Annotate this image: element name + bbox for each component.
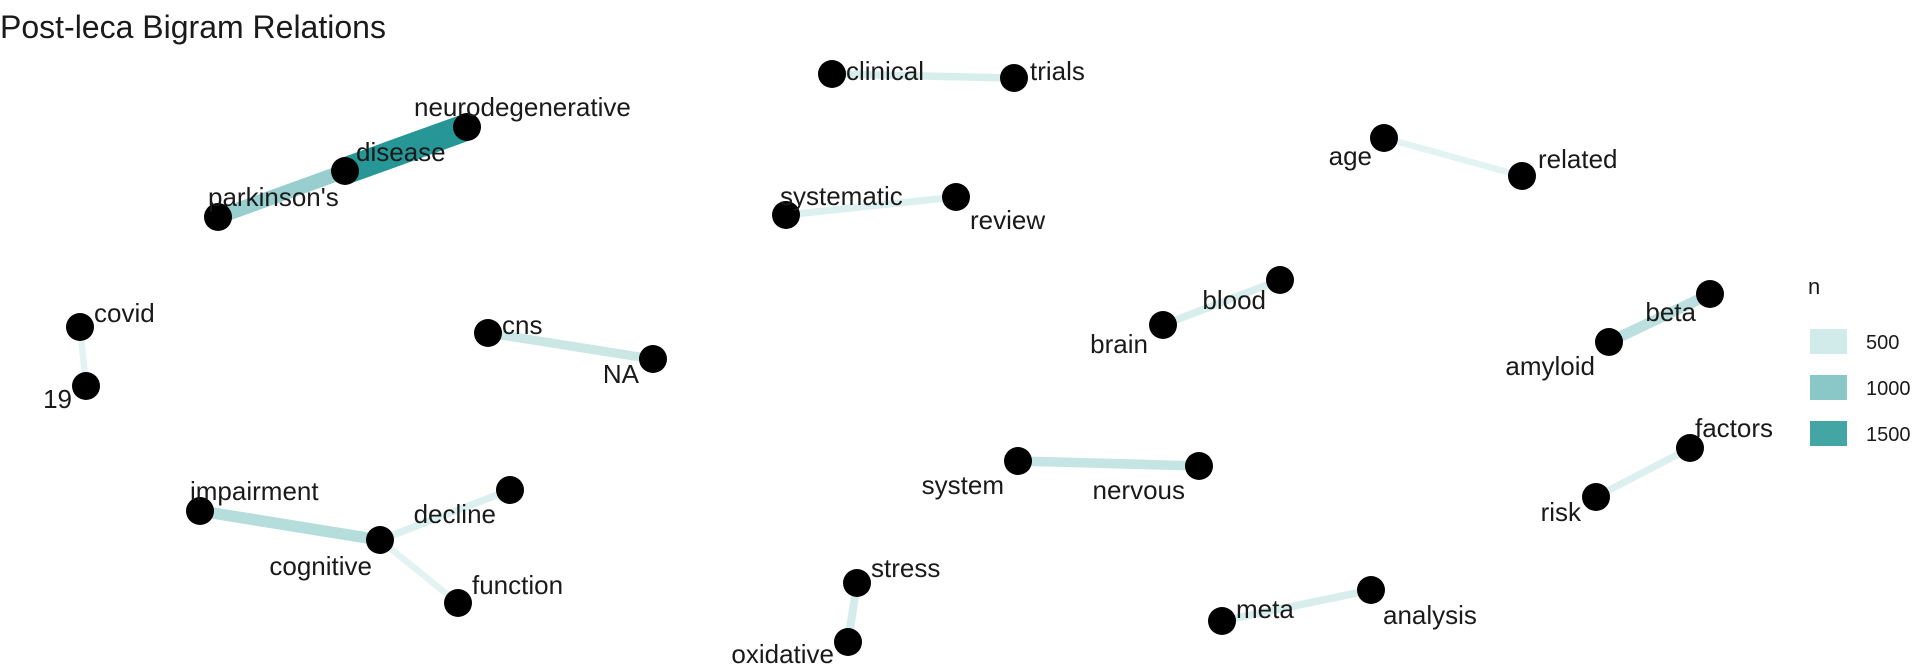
node-systematic (772, 201, 800, 229)
edge-amyloid-beta (1606, 289, 1713, 347)
node-clinical (818, 60, 846, 88)
node-label-trials: trials (1030, 56, 1085, 86)
chart-title: Post-leca Bigram Relations (0, 9, 386, 45)
node-label-beta: beta (1645, 297, 1696, 327)
node-label-19: 19 (43, 384, 72, 414)
node-oxidative (834, 628, 862, 656)
node-label-clinical: clinical (846, 56, 924, 86)
node-brain (1149, 311, 1177, 339)
node-label-stress: stress (871, 553, 940, 583)
node-label-impairment: impairment (190, 476, 319, 506)
node-label-oxidative: oxidative (731, 639, 834, 669)
edge-risk-factors (1594, 444, 1692, 501)
nodes-layer (66, 60, 1724, 656)
node-label-neurodegenerative: neurodegenerative (414, 92, 631, 122)
node-label-disease: disease (356, 137, 446, 167)
labels-layer: neurodegenerative disease parkinson's clini… (43, 56, 1773, 669)
node-label-analysis: analysis (1383, 600, 1477, 630)
node-19 (72, 372, 100, 400)
node-label-system: system (922, 470, 1004, 500)
node-review (942, 183, 970, 211)
node-covid (66, 313, 94, 341)
node-label-parkinsons: parkinson's (208, 182, 339, 212)
node-analysis (1357, 576, 1385, 604)
edge-age-related (1383, 134, 1523, 180)
legend: n 500 1000 1500 (1808, 274, 1911, 446)
node-neurodegenerative (453, 113, 481, 141)
node-function (444, 589, 472, 617)
edge-parkinsons-disease (215, 164, 348, 224)
edge-nervous-system (1017, 456, 1200, 471)
node-decline (496, 476, 524, 504)
node-cognitive (366, 526, 394, 554)
legend-key-1000 (1810, 375, 1847, 400)
legend-title: n (1808, 274, 1820, 299)
node-label-function: function (472, 570, 563, 600)
node-label-review: review (970, 205, 1045, 235)
edge-systematic-review (785, 193, 957, 219)
node-label-na: NA (603, 359, 640, 389)
node-label-covid: covid (94, 298, 155, 328)
node-beta (1696, 280, 1724, 308)
node-factors (1676, 434, 1704, 462)
node-parkinsons (204, 203, 232, 231)
node-label-cognitive: cognitive (269, 551, 372, 581)
node-nervous (1185, 452, 1213, 480)
node-label-nervous: nervous (1093, 475, 1186, 505)
edge-meta-analysis (1221, 586, 1372, 625)
node-blood (1266, 266, 1294, 294)
edges-layer (76, 70, 1713, 643)
node-label-meta: meta (1236, 594, 1294, 624)
node-trials (1000, 64, 1028, 92)
node-label-cns: cns (502, 310, 542, 340)
node-na (639, 345, 667, 373)
legend-key-1500 (1810, 421, 1847, 446)
node-label-risk: risk (1541, 497, 1582, 527)
edge-cognitive-impairment (199, 505, 381, 546)
edge-neurodegenerative-disease (340, 114, 472, 184)
node-age (1370, 124, 1398, 152)
node-label-factors: factors (1695, 413, 1773, 443)
node-label-amyloid: amyloid (1505, 351, 1595, 381)
node-label-decline: decline (414, 499, 496, 529)
legend-label-1000: 1000 (1866, 378, 1911, 400)
node-amyloid (1595, 328, 1623, 356)
node-stress (843, 569, 871, 597)
node-impairment (186, 497, 214, 525)
legend-label-500: 500 (1866, 332, 1899, 354)
node-label-brain: brain (1090, 329, 1148, 359)
legend-entries: 500 1000 1500 (1810, 329, 1911, 446)
edge-clinical-trials (831, 70, 1015, 82)
edge-brain-blood (1161, 276, 1282, 329)
node-meta (1208, 607, 1236, 635)
node-system (1004, 447, 1032, 475)
node-label-related: related (1538, 144, 1618, 174)
node-related (1508, 162, 1536, 190)
node-disease (331, 157, 359, 185)
legend-label-1500: 1500 (1866, 424, 1911, 446)
node-risk (1582, 483, 1610, 511)
legend-key-500 (1810, 329, 1847, 354)
edge-cognitive-decline (378, 486, 512, 544)
node-cns (474, 319, 502, 347)
edge-cognitive-function (377, 537, 461, 606)
edge-cns-NA (487, 328, 654, 364)
node-label-age: age (1329, 141, 1372, 171)
node-label-blood: blood (1202, 285, 1266, 315)
node-label-systematic: systematic (780, 181, 903, 211)
